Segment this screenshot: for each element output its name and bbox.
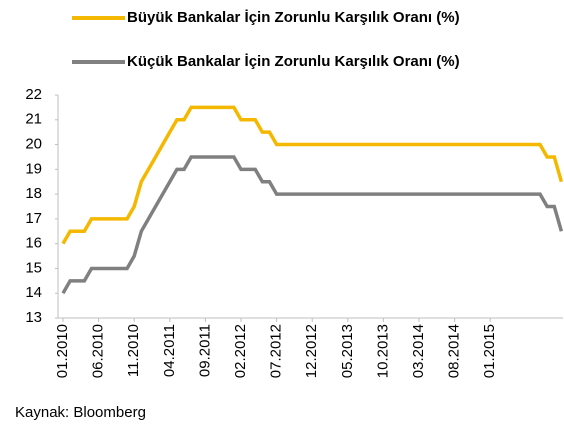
source-note: Kaynak: Bloomberg [15, 404, 146, 421]
legend-label: Küçük Bankalar İçin Zorunlu Karşılık Ora… [127, 53, 460, 70]
x-tick-label: 01.2010 [54, 324, 71, 378]
x-tick-label: 05.2013 [339, 324, 356, 378]
y-tick-label: 13 [25, 309, 42, 326]
x-tick-label: 01.2015 [481, 324, 498, 378]
y-tick-label: 19 [25, 160, 42, 177]
data-line [61, 105, 564, 245]
data-line [61, 155, 564, 295]
y-tick-label: 14 [25, 284, 42, 301]
x-tick-label: 10.2013 [374, 324, 391, 378]
legend-label: Büyük Bankalar İçin Zorunlu Karşılık Ora… [127, 9, 460, 26]
x-tick-label: 11.2010 [125, 324, 142, 377]
y-tick-label: 16 [25, 235, 42, 252]
y-tick-label: 21 [25, 111, 42, 128]
y-tick-label: 17 [25, 210, 42, 227]
x-tick-label: 12.2012 [303, 324, 320, 378]
y-tick-label: 22 [25, 86, 42, 103]
x-tick-label: 04.2011 [161, 324, 178, 377]
y-tick-label: 15 [25, 259, 42, 276]
x-tick-label: 09.2011 [196, 324, 213, 377]
x-tick-label: 08.2014 [446, 324, 463, 378]
y-tick-label: 18 [25, 185, 42, 202]
x-tick-label: 03.2014 [410, 324, 427, 378]
y-tick-label: 20 [25, 136, 42, 153]
x-tick-label: 02.2012 [232, 324, 249, 378]
x-tick-label: 06.2010 [90, 324, 107, 378]
x-tick-label: 07.2012 [268, 324, 285, 378]
